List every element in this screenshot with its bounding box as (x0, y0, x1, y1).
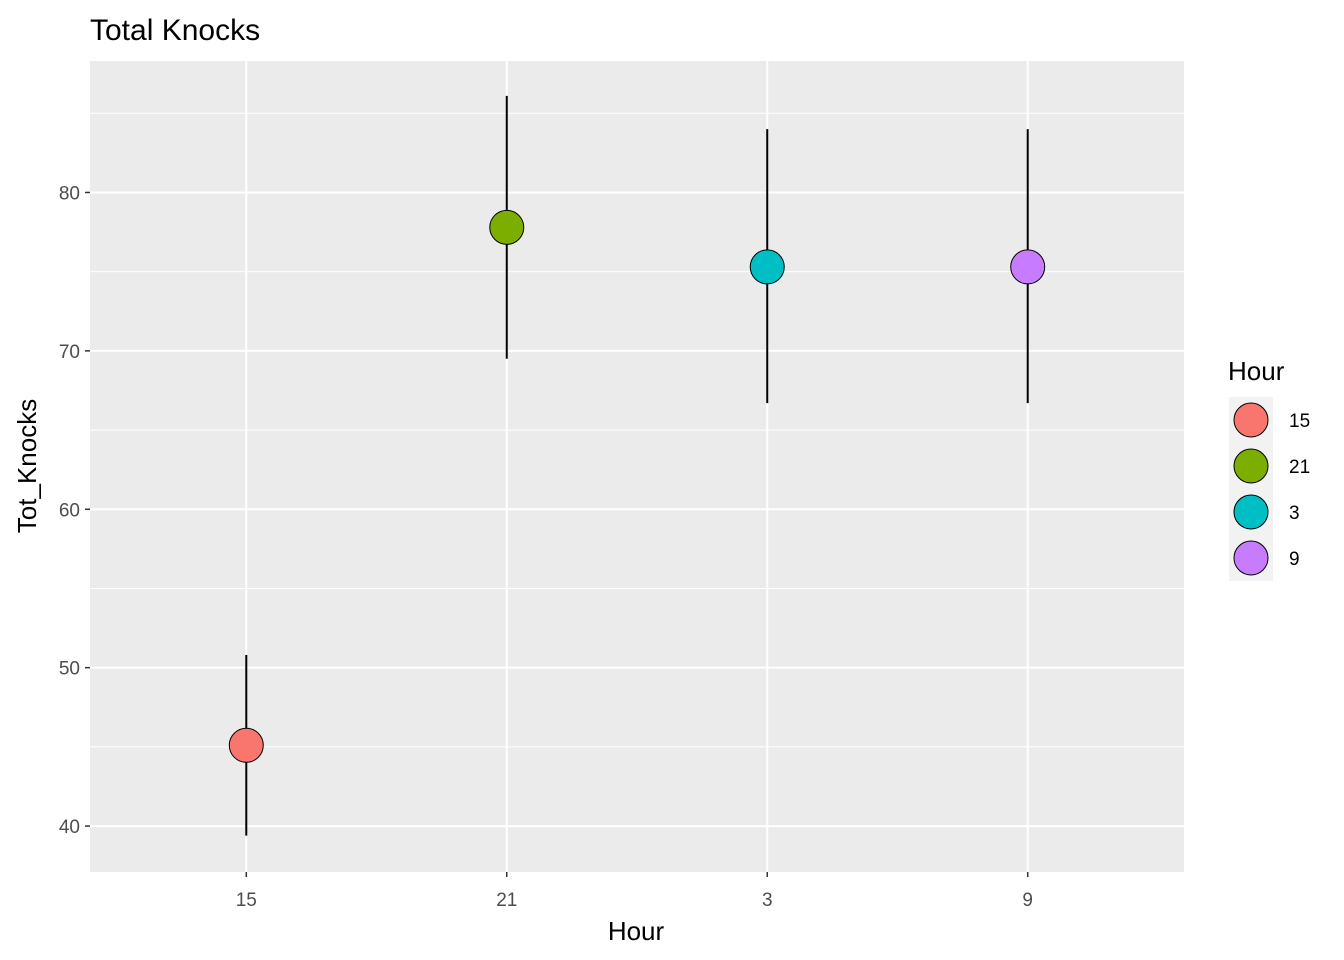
legend-label: 15 (1289, 411, 1310, 432)
y-axis: 40 50 60 70 80 (59, 183, 90, 838)
x-tick-label: 15 (236, 890, 257, 911)
legend-key-symbol (1233, 540, 1269, 576)
y-tick-label: 70 (59, 342, 80, 363)
plot-panel (90, 61, 1184, 872)
data-points (228, 209, 1046, 763)
x-tick-label: 9 (1022, 890, 1033, 911)
data-point (489, 209, 525, 245)
legend-keys: 15 21 3 9 (1229, 397, 1310, 581)
data-point (749, 249, 785, 285)
chart-title: Total Knocks (90, 14, 260, 47)
legend-key-symbol (1233, 402, 1269, 438)
x-tick-label: 21 (496, 890, 517, 911)
y-tick-label: 40 (59, 817, 80, 838)
legend-key-symbol (1233, 448, 1269, 484)
minor-gridlines (90, 112, 1184, 748)
data-point (228, 727, 264, 763)
x-axis: 15 21 3 9 (236, 872, 1033, 911)
x-tick-label: 3 (762, 890, 773, 911)
legend: Hour 15 21 3 9 (1228, 356, 1310, 581)
y-axis-title: Tot_Knocks (12, 399, 42, 533)
y-tick-label: 60 (59, 500, 80, 521)
data-point (1010, 249, 1046, 285)
legend-key-symbol (1233, 494, 1269, 530)
y-tick-label: 80 (59, 183, 80, 204)
legend-label: 21 (1289, 457, 1310, 478)
legend-title: Hour (1228, 356, 1285, 386)
y-tick-label: 50 (59, 659, 80, 680)
legend-label: 9 (1289, 549, 1300, 570)
legend-label: 3 (1289, 503, 1300, 524)
x-axis-title: Hour (608, 916, 665, 946)
